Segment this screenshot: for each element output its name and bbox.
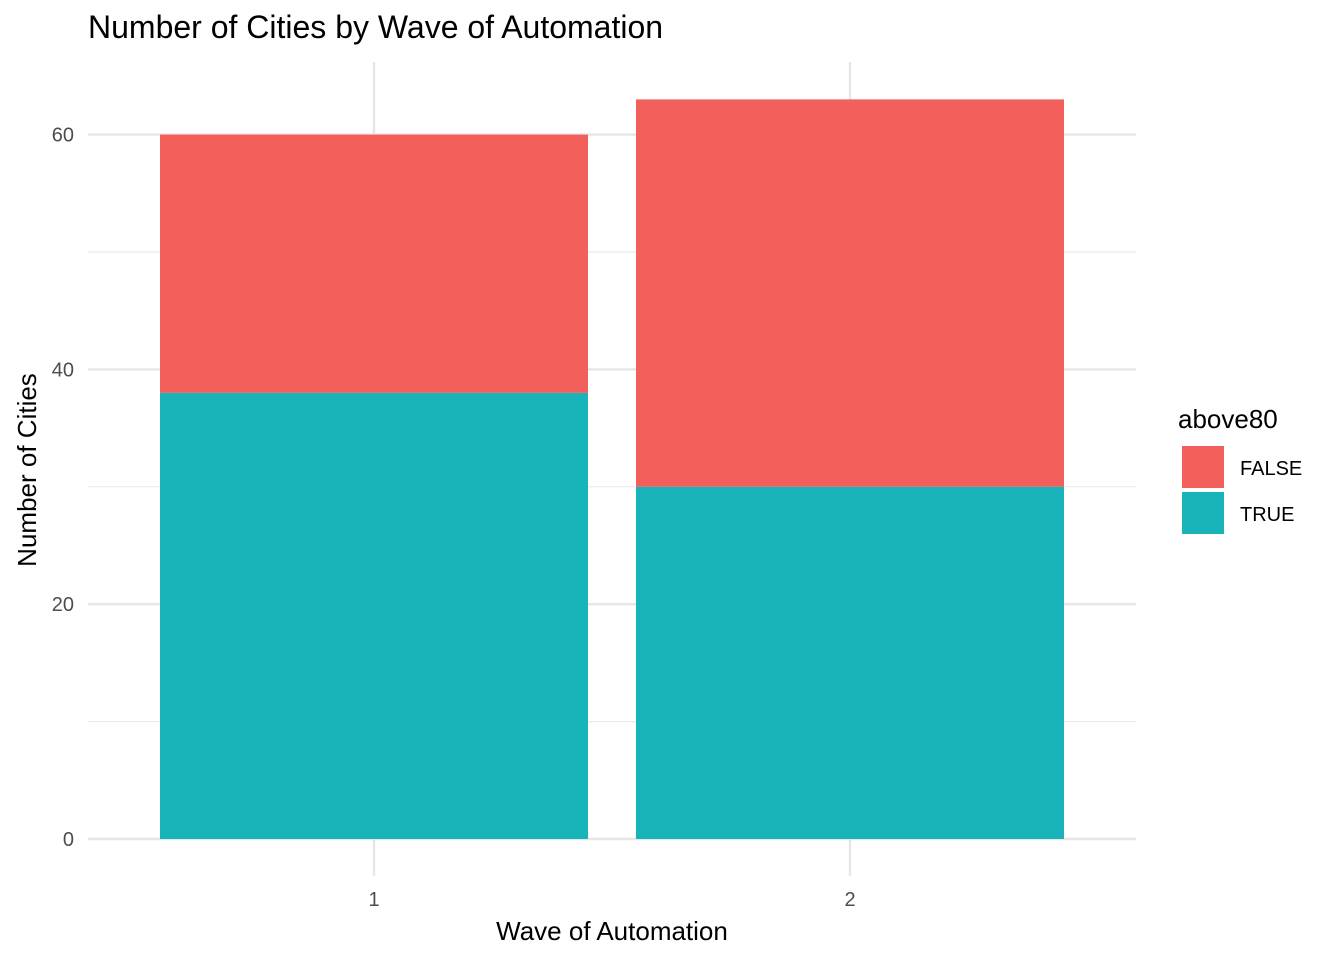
y-tick-label: 20 [52, 594, 74, 616]
chart-title: Number of Cities by Wave of Automation [88, 9, 663, 45]
legend-title: above80 [1178, 404, 1278, 434]
legend: above80 FALSE TRUE [1178, 404, 1302, 534]
y-axis-ticks: 0 20 40 60 [52, 125, 74, 851]
bars [160, 99, 1064, 839]
x-axis-title: Wave of Automation [496, 916, 728, 946]
legend-label-false: FALSE [1240, 458, 1302, 480]
legend-key-true [1182, 492, 1224, 534]
bar-false-wave-1 [160, 134, 588, 393]
bar-false-wave-2 [636, 99, 1064, 487]
y-tick-label: 60 [52, 125, 74, 147]
bar-true-wave-2 [636, 486, 1064, 839]
bar-true-wave-1 [160, 392, 588, 839]
x-tick-label: 2 [844, 889, 855, 911]
x-tick-label: 1 [368, 889, 379, 911]
y-axis-title: Number of Cities [12, 373, 42, 567]
legend-key-false [1182, 446, 1224, 488]
legend-label-true: TRUE [1240, 504, 1294, 526]
y-tick-label: 40 [52, 359, 74, 381]
y-tick-label: 0 [63, 829, 74, 851]
